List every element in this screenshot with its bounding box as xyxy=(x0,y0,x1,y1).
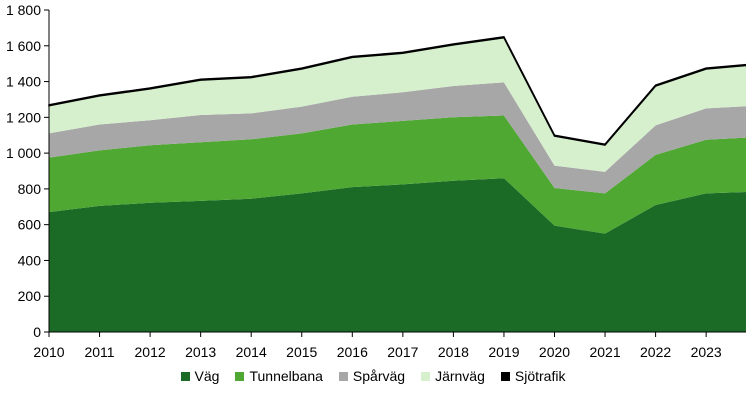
y-tick-labels: 0 200 400 600 800 1 000 1 200 1 400 1 600 1 800 xyxy=(6,2,41,340)
x-tick-label: 2017 xyxy=(387,344,418,360)
legend-swatch xyxy=(235,371,245,381)
x-tick-label: 2019 xyxy=(488,344,519,360)
y-tick-label: 600 xyxy=(18,217,42,233)
y-tick-label: 1 800 xyxy=(6,2,41,18)
legend-swatch xyxy=(180,371,190,381)
y-tick-label: 400 xyxy=(18,252,42,268)
legend-label: Sjötrafik xyxy=(514,368,566,384)
x-tick-label: 2011 xyxy=(84,344,114,360)
x-tick-label: 2023 xyxy=(691,344,722,360)
legend-item-järnväg: Järnväg xyxy=(421,368,485,384)
x-tick-label: 2014 xyxy=(236,344,267,360)
legend-item-sjötrafik: Sjötrafik xyxy=(500,368,566,384)
legend-item-tunnelbana: Tunnelbana xyxy=(235,368,323,384)
area-tunnelbana xyxy=(49,115,746,234)
legend: Väg Tunnelbana Spårväg Järnväg Sjötrafik xyxy=(0,368,746,384)
x-tick-labels: 2010 2011 2012 2013 2014 2015 2016 2017 2018 2019… xyxy=(33,344,722,360)
legend-item-spårväg: Spårväg xyxy=(338,368,406,384)
legend-label: Tunnelbana xyxy=(249,368,323,384)
x-tick-label: 2022 xyxy=(640,344,671,360)
legend-swatch xyxy=(338,371,348,381)
y-tick-label: 0 xyxy=(33,324,41,340)
stacked-area-chart: 0 200 400 600 800 1 000 1 200 1 400 1 600 1 800 2… xyxy=(6,2,746,360)
y-tick-label: 1 600 xyxy=(6,38,41,54)
axes-group xyxy=(44,9,746,337)
area-järnväg xyxy=(49,37,746,172)
area-sjötrafik xyxy=(48,35,746,146)
x-tick-label: 2015 xyxy=(286,344,317,360)
x-tick-label: 2018 xyxy=(438,344,469,360)
y-tick-label: 1 000 xyxy=(6,145,41,161)
legend-label: Väg xyxy=(194,368,220,384)
legend-label: Järnväg xyxy=(435,368,485,384)
x-tick-label: 2021 xyxy=(589,344,620,360)
x-tick-label: 2013 xyxy=(185,344,216,360)
y-tick-label: 200 xyxy=(18,288,42,304)
y-tick-label: 1 400 xyxy=(6,74,41,90)
area-väg xyxy=(49,178,746,332)
x-tick-label: 2010 xyxy=(33,344,64,360)
x-tick-label: 2016 xyxy=(337,344,368,360)
legend-swatch xyxy=(421,371,431,381)
legend-item-väg: Väg xyxy=(180,368,220,384)
legend-swatch xyxy=(500,371,510,381)
x-tick-label: 2012 xyxy=(135,344,166,360)
legend-label: Spårväg xyxy=(352,368,406,384)
area-spårväg xyxy=(49,82,746,194)
y-tick-label: 800 xyxy=(18,181,42,197)
area-series-group xyxy=(48,35,746,332)
x-tick-label: 2020 xyxy=(539,344,570,360)
y-tick-label: 1 200 xyxy=(6,109,41,125)
